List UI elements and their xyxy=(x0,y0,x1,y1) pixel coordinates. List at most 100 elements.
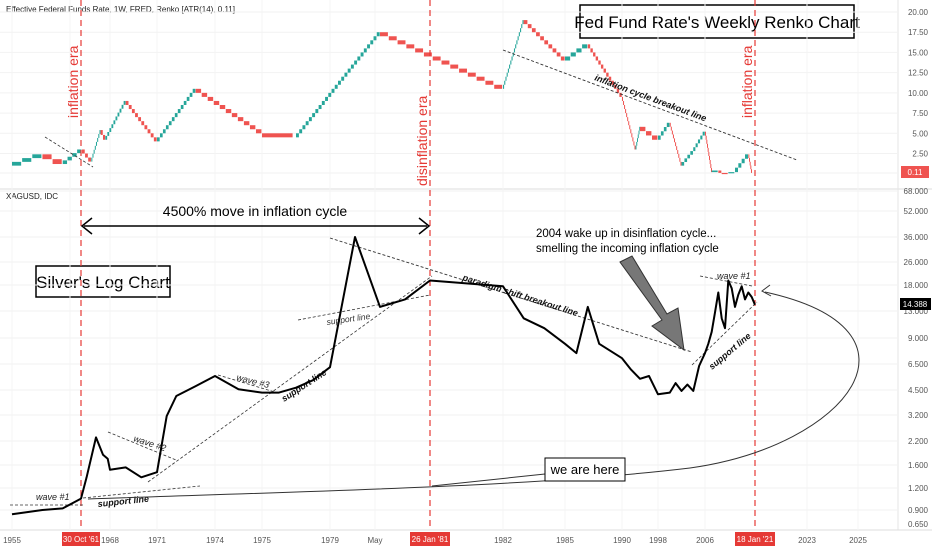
renko-brick xyxy=(302,125,306,130)
silver-y-tick: 13.000 xyxy=(904,307,929,316)
x-tick: 2025 xyxy=(849,536,867,545)
x-tick: 1975 xyxy=(253,536,271,545)
renko-brick xyxy=(518,32,520,37)
renko-brick xyxy=(207,96,214,101)
renko-brick xyxy=(709,155,710,160)
silver-y-tick: 26.000 xyxy=(904,258,929,267)
renko-brick xyxy=(186,96,190,101)
x-tick: 1982 xyxy=(494,536,512,545)
renko-brick xyxy=(728,172,735,174)
callout-curve xyxy=(87,291,860,500)
renko-brick xyxy=(540,36,544,41)
renko-brick xyxy=(697,139,701,144)
renko-brick xyxy=(623,100,625,105)
renko-brick xyxy=(674,138,676,143)
x-tick: 1979 xyxy=(321,536,339,545)
renko-brick xyxy=(690,151,693,155)
renko-brick xyxy=(522,20,524,25)
move-arrow-right-head xyxy=(418,217,431,235)
renko-brick xyxy=(556,52,561,57)
renko-brick xyxy=(406,44,415,49)
renko-brick xyxy=(415,48,424,53)
x-tick: May xyxy=(367,536,382,545)
renko-brick xyxy=(213,100,220,105)
renko-brick xyxy=(262,133,293,138)
renko-brick xyxy=(544,40,549,45)
renko-brick xyxy=(373,36,377,41)
renko-brick xyxy=(507,68,509,73)
renko-brick xyxy=(616,88,620,93)
renko-brick xyxy=(521,24,523,29)
renko-brick xyxy=(523,20,528,25)
renko-brick xyxy=(652,135,658,140)
wave-1-recent-label: wave #1 xyxy=(717,271,751,281)
callout-arrowhead xyxy=(761,284,772,297)
fed-y-tick: 2.50 xyxy=(912,150,928,159)
support-line-recent xyxy=(691,301,758,366)
silver-y-tick: 1.600 xyxy=(908,461,929,470)
renko-brick xyxy=(52,159,62,165)
renko-brick xyxy=(318,104,322,110)
renko-brick xyxy=(331,88,335,93)
date-badge-1961-text: 30 Oct '61 xyxy=(63,535,100,544)
renko-brick xyxy=(363,48,367,53)
renko-brick xyxy=(315,109,319,114)
fed-y-tick: 10.00 xyxy=(908,89,929,98)
renko-brick xyxy=(360,52,364,57)
renko-brick xyxy=(92,153,94,158)
renko-brick xyxy=(344,72,348,77)
renko-brick xyxy=(598,60,601,65)
renko-brick xyxy=(135,113,138,118)
renko-brick xyxy=(603,68,606,73)
renko-brick xyxy=(629,125,631,130)
renko-brick xyxy=(459,68,467,73)
renko-brick xyxy=(750,165,752,170)
renko-brick xyxy=(672,134,674,139)
renko-brick xyxy=(111,124,114,129)
x-tick: 2023 xyxy=(798,536,816,545)
renko-brick xyxy=(515,44,517,49)
silver-price-line xyxy=(11,236,756,516)
date-badge-1981 xyxy=(410,532,450,546)
renko-brick xyxy=(338,80,341,85)
date-badge-1961 xyxy=(62,532,100,546)
renko-brick xyxy=(243,121,250,126)
renko-brick xyxy=(527,24,532,29)
fed-y-tick: 12.50 xyxy=(908,69,929,78)
renko-brick xyxy=(231,113,238,118)
renko-brick xyxy=(171,117,175,122)
renko-brick xyxy=(334,84,338,89)
renko-brick xyxy=(225,109,232,114)
callout-box xyxy=(544,457,626,482)
fed-early-trendline xyxy=(44,136,94,168)
fed-breakout-trendline xyxy=(502,49,798,161)
fed-last-value-text: 0.11 xyxy=(908,168,924,177)
renko-brick xyxy=(12,161,22,166)
support-line-recent-label: support line xyxy=(707,331,753,372)
grid-layer xyxy=(0,0,898,530)
renko-brick xyxy=(504,80,506,85)
renko-brick xyxy=(635,145,637,150)
renko-brick xyxy=(675,142,677,147)
renko-brick xyxy=(100,130,103,135)
fed-price-axis: 20.0017.5015.0012.5010.007.505.002.500.0… xyxy=(908,8,929,178)
renko-brick xyxy=(700,135,703,140)
renko-brick xyxy=(128,104,132,110)
fed-last-value-badge xyxy=(901,166,929,178)
renko-brick xyxy=(506,72,508,77)
renko-brick xyxy=(632,137,634,142)
x-tick: 1955 xyxy=(3,536,21,545)
wave-3-line xyxy=(217,374,279,394)
wave-1-recent-line xyxy=(699,275,753,287)
silver-y-tick: 3.200 xyxy=(908,411,929,420)
silver-y-tick: 0.650 xyxy=(908,520,929,529)
renko-brick xyxy=(22,158,32,162)
renko-brick xyxy=(296,133,299,138)
silver-y-tick: 4.500 xyxy=(908,386,929,395)
renko-brick xyxy=(749,158,750,162)
renko-brick xyxy=(325,96,328,101)
renko-brick xyxy=(354,60,358,65)
renko-brick xyxy=(450,64,459,69)
silver-y-tick: 18.000 xyxy=(904,281,929,290)
